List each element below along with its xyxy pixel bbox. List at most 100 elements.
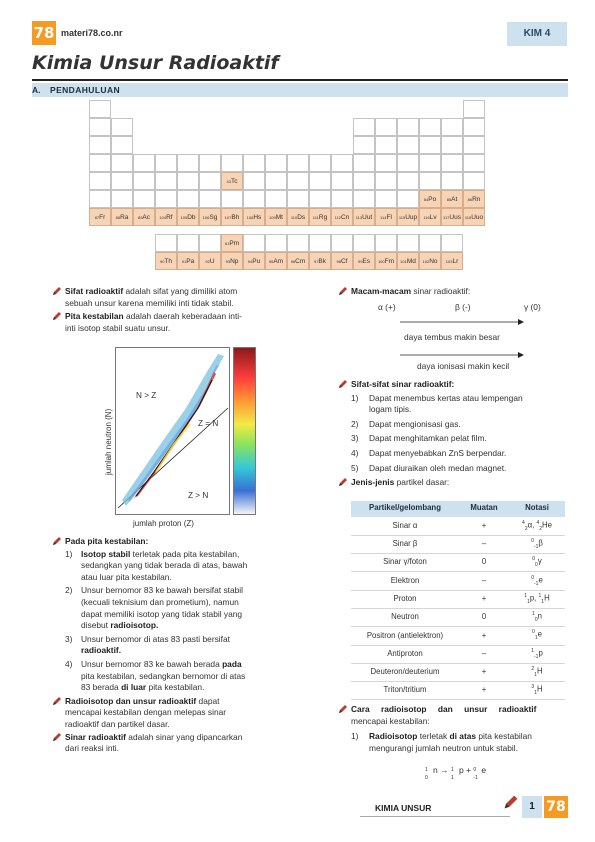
ray-arrows [400,319,524,358]
page-title: Kimia Unsur Radioaktif [32,52,279,74]
element-cell: 87Fr [89,208,111,226]
bullet-pita-kestabilan: Pita kestabilan adalah daerah keberadaan… [52,311,282,334]
atomic-number: 114 [380,215,387,220]
atomic-number: 96 [290,259,296,264]
empty-element-cell [353,154,375,172]
element-symbol: Uut [362,214,373,221]
particle-notation: 11p, 11H [509,590,565,609]
text: mencapai kestabilan: [351,715,430,726]
atomic-number: 89 [137,215,143,220]
element-cell: 102No [419,252,441,270]
empty-element-cell [89,190,111,208]
atomic-number: 109 [269,215,276,220]
element-symbol: Cf [340,258,348,265]
chart-y-axis-label: jumlah neutron (N) [104,408,113,475]
particle-name: Deuteron/deuterium [351,663,459,683]
element-cell: 106Sg [199,208,221,226]
empty-element-cell [331,190,353,208]
particle-charge: – [459,535,509,555]
element-cell: 88Ra [111,208,133,226]
atomic-number: 95 [268,259,274,264]
text: (kecuali teknisium dan prometium), namun [81,596,239,607]
element-cell: 92U [199,252,221,270]
particle-name: Sinar β [351,535,459,555]
atomic-number: 105 [180,215,188,220]
empty-element-cell [111,154,133,172]
particle-table: Partikel/gelombang Muatan Notasi Sinar α… [351,501,565,701]
subject-badge: KIM 4 [507,22,567,46]
term: radioisotop. [110,620,159,631]
atomic-number: 108 [246,215,254,220]
element-symbol: Bh [231,214,240,221]
list-item: 3) Dapat menghitamkan pelat film. [351,433,568,445]
bullet-sifat-radioaktif: Sifat radioaktif adalah sifat yang dimil… [52,286,282,309]
empty-element-cell [89,118,111,136]
pencil-icon [53,732,61,741]
atomic-number: 118 [464,215,472,220]
empty-element-cell [419,172,441,190]
empty-element-cell [155,234,177,252]
text: dapat memiliki isotop yang tidak stabil … [81,608,243,619]
particle-name: Sinar γ/foton [351,553,459,573]
empty-element-cell [155,154,177,172]
table-row: Deuteron/deuterium +21H [351,663,565,683]
element-symbol: Es [362,258,371,265]
text: Dapat menghitamkan pelat film. [369,433,487,444]
empty-element-cell [133,154,155,172]
item-number: 3) [65,633,73,644]
text: pita kestabilan [476,731,532,742]
element-symbol: Pm [229,240,240,247]
atomic-number: 115 [398,215,406,220]
empty-element-cell [397,234,419,252]
particle-notation: 21H [509,663,565,683]
text: adalah daerah keberadaan inti- [123,311,242,322]
text: partikel dasar: [394,477,450,488]
empty-element-cell [419,154,441,172]
element-symbol: Th [164,258,173,265]
empty-element-cell [353,172,375,190]
atomic-number: 90 [159,259,165,264]
section-letter: A. [32,85,41,95]
subheading: Pada pita kestabilan: [65,536,149,546]
element-cell: 86Rn [463,190,485,208]
empty-element-cell [331,172,353,190]
empty-element-cell [287,154,309,172]
pencil-icon [504,795,518,809]
empty-element-cell [155,190,177,208]
item-number: 4) [65,658,73,669]
empty-element-cell [397,136,419,154]
element-cell: 108Hs [243,208,265,226]
atomic-number: 93 [225,259,231,264]
text: inti isotop stabil suatu unsur. [65,322,171,333]
element-cell: 85At [441,190,463,208]
element-symbol: Am [273,258,284,265]
ray-alpha: α (+) [378,302,396,312]
ray-gamma: γ (0) [524,302,541,312]
atomic-number: 116 [423,215,430,220]
text: mengurangi jumlah neutron untuk stabil. [369,742,518,753]
empty-element-cell [375,136,397,154]
empty-element-cell [397,154,419,172]
empty-element-cell [309,234,331,252]
empty-element-cell [397,172,419,190]
empty-element-cell [111,118,133,136]
particle-notation: 1-1p [509,645,565,664]
element-cell: 109Mt [265,208,287,226]
term: di atas [449,731,477,742]
empty-element-cell [353,234,375,252]
list-item: 3) Unsur bernomor di atas 83 pasti bersi… [65,634,280,657]
element-symbol: U [209,258,215,265]
bullet-sifat-sinar: Sifat-sifat sinar radioaktif: [338,379,568,391]
site-name[interactable]: materi78.co.nr [61,28,123,38]
particle-name: Positron (antielektron) [351,626,459,646]
item-number: 1) [351,731,359,742]
text: Dapat diuraikan oleh medan magnet. [369,462,507,473]
text: radioaktif dan partikel dasar. [65,718,170,729]
element-cell: 89Ac [133,208,155,226]
empty-element-cell [133,172,155,190]
list-item: 5) Dapat diuraikan oleh medan magnet. [351,463,568,475]
column-header: Notasi [509,501,565,518]
atomic-number: 88 [115,215,121,220]
empty-element-cell [89,136,111,154]
particle-notation: 42α, 42He [509,517,565,536]
